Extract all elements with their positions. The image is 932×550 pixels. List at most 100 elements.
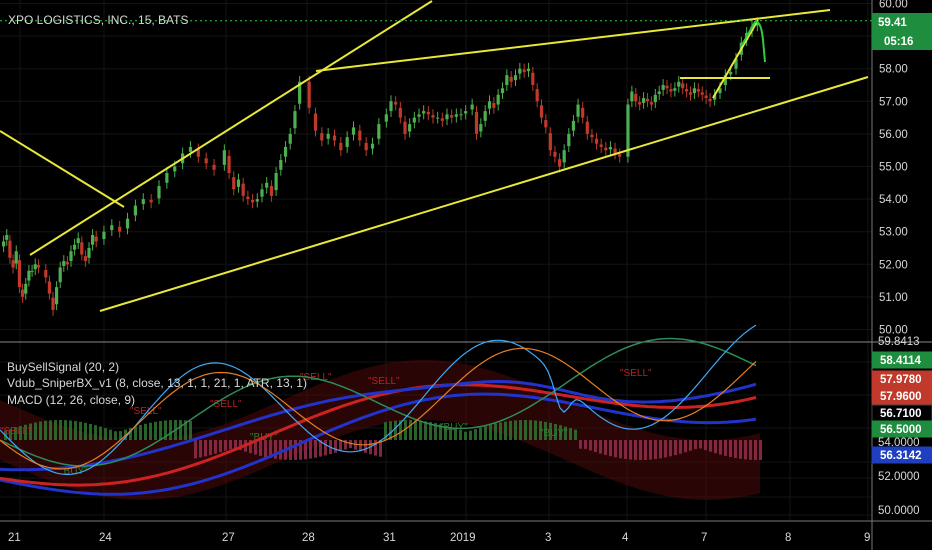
candle — [241, 177, 245, 202]
macd-histogram-bar — [384, 422, 387, 440]
macd-histogram-bar — [654, 440, 657, 460]
candle — [55, 281, 59, 311]
candle — [358, 124, 362, 147]
candle — [445, 108, 449, 126]
candle — [492, 97, 496, 114]
macd-histogram-bar — [589, 440, 592, 451]
projection-arrow[interactable] — [741, 20, 766, 63]
macd-histogram-bar — [219, 440, 222, 453]
candle — [700, 86, 704, 101]
candle — [641, 92, 646, 109]
buy-signal-label: "BUY" — [540, 428, 568, 439]
macd-histogram-bar — [674, 440, 677, 456]
macd-histogram-bar — [274, 440, 277, 459]
macd-histogram-bar — [734, 440, 737, 459]
chart-title: XPO LOGISTICS, INC., 15, BATS — [8, 13, 189, 27]
macd-histogram-bar — [479, 427, 482, 440]
sell-signal-label: "SELL" — [620, 368, 652, 379]
macd-histogram-bar — [694, 440, 697, 450]
candle — [232, 171, 236, 196]
macd-histogram-bar — [509, 420, 512, 440]
time-axis[interactable]: 21 24 27 28 31 2019 3 4 7 8 9 — [8, 532, 870, 544]
trendline[interactable] — [99, 76, 869, 312]
candle — [464, 105, 468, 120]
macd-histogram-bar — [434, 423, 437, 440]
macd-histogram-bar — [394, 420, 397, 440]
candle — [613, 142, 617, 160]
svg-text:56.3142: 56.3142 — [880, 450, 922, 462]
candle — [713, 88, 717, 106]
candle — [657, 85, 661, 100]
time-tick-label: 24 — [99, 532, 112, 544]
macd-histogram-bar — [224, 440, 227, 451]
macd-histogram-bar — [724, 440, 727, 456]
indicator-value-badge: 56.7100 — [871, 404, 932, 422]
svg-text:56.5000: 56.5000 — [880, 424, 922, 436]
candle — [649, 96, 654, 111]
candle — [459, 108, 463, 121]
macd-histogram-bar — [184, 420, 187, 440]
indicator-legend[interactable]: BuySellSignal (20, 2) Vdub_SniperBX_v1 (… — [7, 360, 307, 407]
indicator-value-badge: 57.9780 — [871, 370, 932, 388]
trendline[interactable] — [712, 19, 759, 99]
macd-histogram-bar — [579, 440, 582, 449]
candle — [518, 62, 522, 80]
macd-histogram-bar — [169, 420, 172, 440]
candle — [669, 83, 673, 98]
last-price-value: 59.41 — [878, 17, 907, 29]
macd-histogram-bar — [679, 440, 682, 454]
macd-histogram-bar — [79, 421, 82, 440]
macd-histogram-bar — [374, 440, 377, 456]
macd-histogram-bar — [619, 440, 622, 459]
macd-histogram-bar — [339, 440, 342, 452]
candle — [522, 63, 526, 78]
trendline[interactable] — [0, 130, 125, 208]
macd-histogram-bar — [529, 420, 532, 440]
candle — [83, 250, 87, 267]
macd-histogram-bar — [269, 440, 272, 459]
last-price-badge-bg — [872, 13, 932, 50]
time-tick-label: 7 — [701, 532, 707, 544]
indicator-value-badge: 56.3142 — [871, 446, 932, 464]
candle — [638, 96, 642, 111]
macd-histogram-bar — [594, 440, 597, 453]
candle — [544, 114, 548, 134]
candle — [474, 106, 479, 140]
trendlines[interactable] — [0, 0, 869, 312]
candle — [351, 121, 356, 141]
candle — [11, 254, 15, 274]
candle — [188, 141, 193, 158]
candle — [487, 95, 492, 115]
time-tick-label: 28 — [302, 532, 315, 544]
candle — [653, 88, 657, 108]
candle — [684, 83, 689, 98]
macd-histogram-bar — [544, 421, 547, 440]
macd-histogram-bar — [684, 440, 687, 453]
macd-histogram-bar — [539, 421, 542, 440]
candle — [408, 118, 412, 138]
macd-histogram-bar — [264, 440, 267, 458]
candle — [33, 258, 37, 276]
candle — [255, 193, 259, 208]
candle — [222, 144, 226, 171]
trendline[interactable] — [29, 0, 433, 256]
candle — [505, 69, 509, 91]
time-tick-label: 27 — [222, 532, 235, 544]
candle — [36, 259, 41, 274]
candle — [246, 190, 250, 205]
macd-histogram-bar — [664, 440, 667, 458]
candle — [704, 89, 708, 104]
candle — [20, 283, 25, 303]
candle — [165, 167, 169, 189]
trendline[interactable] — [315, 9, 831, 72]
macd-histogram-bar — [294, 440, 297, 460]
macd-histogram-bar — [469, 430, 472, 440]
macd-histogram-bar — [254, 440, 257, 455]
candle — [87, 242, 91, 264]
indicator-axis[interactable]: 59.8413 54.0000 52.0000 50.0000 — [878, 336, 920, 517]
macd-histogram-bar — [739, 440, 742, 459]
lower-band-line — [0, 392, 757, 496]
candle — [708, 92, 712, 108]
macd-histogram-bar — [604, 440, 607, 455]
